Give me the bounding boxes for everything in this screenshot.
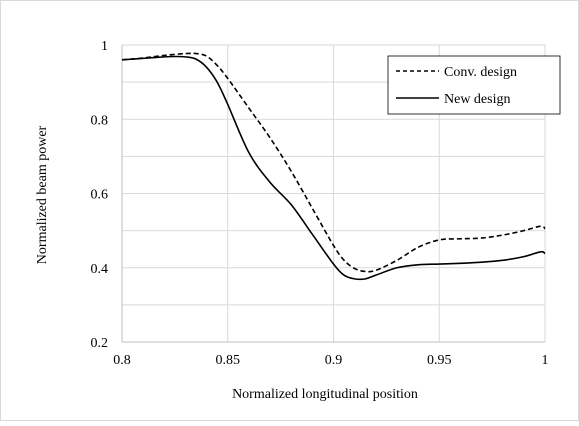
y-axis-label: Normalized beam power: [35, 125, 50, 264]
series-line-conv-design: [121, 52, 546, 273]
y-axis-ticks: 0.2 0.4 0.6 0.8 1: [91, 39, 109, 351]
y-tick-label: 0.2: [91, 336, 109, 351]
legend-label-new-design: New design: [444, 92, 511, 107]
x-tick-label: 0.85: [216, 353, 241, 368]
y-tick-label: 0.6: [91, 188, 109, 203]
y-tick-label: 0.8: [91, 113, 109, 128]
series-line-new-design: [121, 55, 546, 281]
legend-box: [387, 55, 561, 115]
y-tick-label: 1: [101, 39, 108, 54]
series-layer: [121, 52, 546, 281]
x-axis-ticks: 0.8 0.85 0.9 0.95 1: [113, 353, 548, 368]
x-tick-label: 1: [542, 353, 549, 368]
legend: Conv. design New design: [387, 55, 561, 115]
x-tick-label: 0.95: [427, 353, 452, 368]
x-axis-label: Normalized longitudinal position: [232, 387, 418, 402]
x-tick-label: 0.9: [325, 353, 343, 368]
legend-label-conv-design: Conv. design: [444, 65, 517, 80]
x-tick-label: 0.8: [113, 353, 131, 368]
y-tick-label: 0.4: [91, 262, 109, 277]
plot-area-border: [121, 45, 545, 343]
